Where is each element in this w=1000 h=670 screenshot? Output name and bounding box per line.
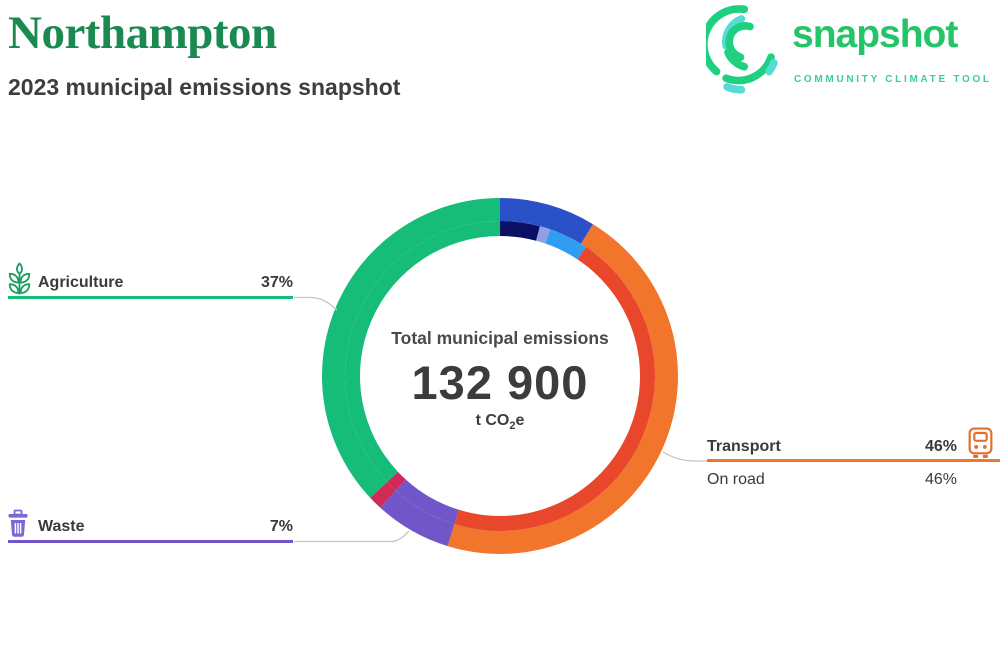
donut-subsector-unlabeled-5[interactable] — [387, 471, 406, 491]
snapshot-tagline: COMMUNITY CLIMATE TOOL — [794, 74, 992, 85]
train-icon — [968, 427, 993, 458]
agriculture-percent: 37% — [260, 274, 293, 291]
donut-subsector-agriculture[interactable] — [345, 221, 500, 483]
donut-sector-unlabeled-0[interactable] — [500, 198, 593, 244]
leader-line-waste — [294, 530, 410, 543]
total-emissions-value: 132 900 — [411, 356, 589, 409]
agriculture-underline — [8, 296, 293, 299]
snapshot-wordmark: snapshot — [792, 13, 958, 56]
transport-percent: 46% — [924, 438, 957, 455]
leader-line-agriculture — [294, 296, 338, 311]
donut-sector-waste[interactable] — [380, 490, 455, 547]
transport-underline — [707, 458, 1000, 462]
snapshot-arcs-logo-icon — [706, 5, 778, 94]
donut-subsector-waste[interactable] — [395, 479, 459, 525]
waste-label: Waste — [38, 518, 85, 535]
waste-underline — [8, 540, 293, 543]
donut-rings — [321, 198, 678, 554]
total-emissions-unit: t CO2e — [475, 412, 525, 433]
transport-subsector-label: On road — [707, 471, 765, 488]
leader-line-transport — [662, 451, 707, 462]
page-subtitle: 2023 municipal emissions snapshot — [8, 74, 401, 100]
donut-subsector-unlabeled-1[interactable] — [536, 226, 551, 244]
transport-label: Transport — [707, 438, 781, 455]
agriculture-label: Agriculture — [38, 274, 124, 291]
donut-sector-agriculture[interactable] — [321, 198, 500, 498]
page-title: Northampton — [8, 7, 277, 59]
plant-icon — [8, 262, 31, 295]
donut-sector-unlabeled-3[interactable] — [370, 482, 396, 508]
total-emissions-label: Total municipal emissions — [391, 328, 609, 348]
donut-subsector-unlabeled-2[interactable] — [545, 229, 586, 260]
trash-bin-icon — [8, 509, 28, 537]
donut-center-text: Total municipal emissions 132 900 t CO2e — [350, 328, 650, 432]
donut-subsector-unlabeled-0[interactable] — [500, 221, 540, 241]
waste-percent: 7% — [269, 518, 293, 535]
transport-subsector-percent: 46% — [924, 471, 957, 488]
